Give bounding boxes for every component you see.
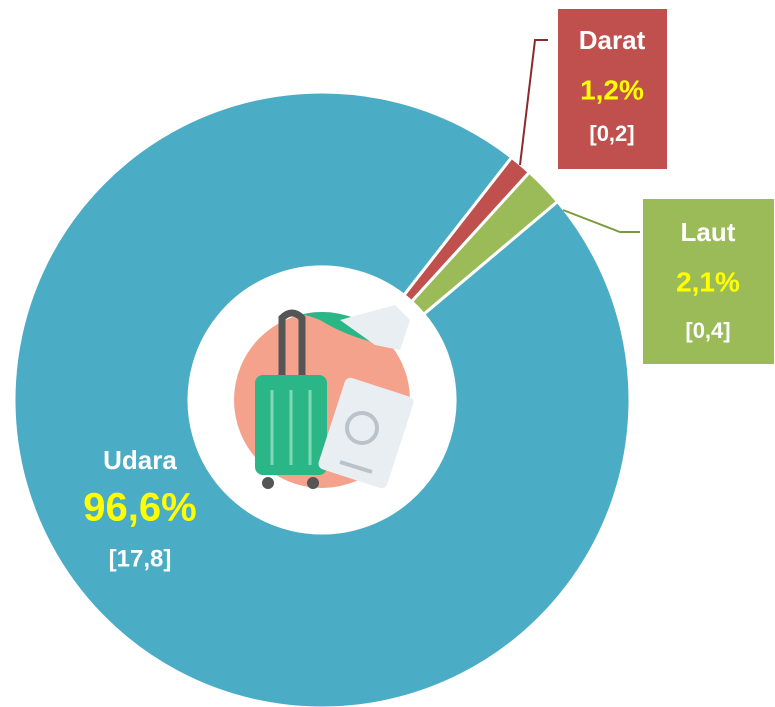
center-icon xyxy=(189,267,455,533)
category-label: Udara xyxy=(103,445,177,475)
category-label: Darat xyxy=(579,25,646,55)
count-label: [0,2] xyxy=(589,121,634,146)
count-label: [0,4] xyxy=(685,318,730,343)
value-label: 2,1% xyxy=(676,266,740,297)
value-label: 96,6% xyxy=(83,486,196,530)
label-box xyxy=(556,7,669,171)
slices xyxy=(12,90,632,707)
labels: Darat 1,2% [0,2] Laut 2,1% [0,4] Udara 96,6% [17… xyxy=(83,25,740,572)
count-label: [17,8] xyxy=(109,545,172,572)
category-label: Laut xyxy=(681,217,736,247)
label-box xyxy=(641,197,775,366)
value-label: 1,2% xyxy=(580,74,644,105)
